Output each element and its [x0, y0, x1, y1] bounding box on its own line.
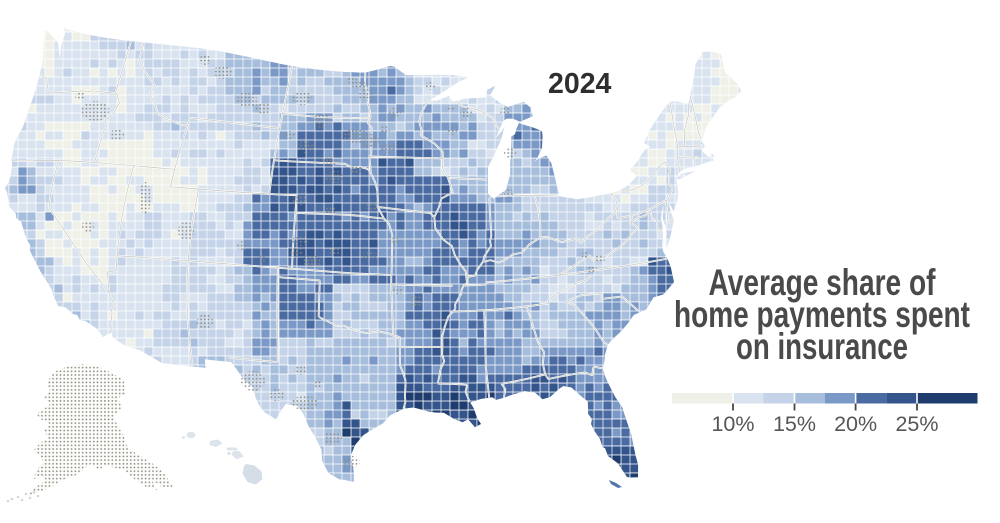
svg-text:25%: 25% [895, 412, 938, 436]
svg-text:on insurance: on insurance [736, 326, 908, 367]
svg-text:10%: 10% [711, 412, 754, 436]
svg-text:Average share of: Average share of [709, 262, 937, 303]
svg-text:2024: 2024 [548, 68, 612, 100]
svg-text:20%: 20% [834, 412, 877, 436]
svg-text:15%: 15% [773, 412, 816, 436]
svg-text:home payments spent: home payments spent [674, 294, 970, 335]
